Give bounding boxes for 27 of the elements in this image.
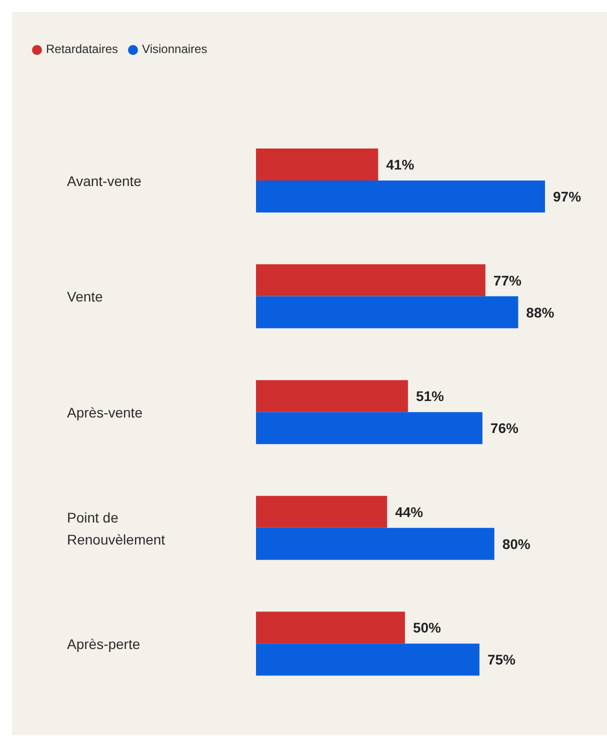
- bar: [256, 644, 480, 676]
- data-label: 41%: [386, 156, 415, 172]
- bar: [256, 496, 388, 528]
- bar: [256, 264, 486, 296]
- legend-label: Retardataires: [46, 42, 118, 56]
- data-label: 97%: [553, 188, 582, 204]
- y-tick-label: Après-perte: [67, 636, 140, 652]
- bar: [256, 412, 482, 444]
- bar: [256, 148, 378, 180]
- data-label: 76%: [490, 420, 520, 436]
- bar: [256, 612, 405, 644]
- data-label: 50%: [412, 620, 442, 636]
- y-tick-label: Vente: [67, 288, 104, 305]
- data-label: 44%: [395, 504, 424, 520]
- bar: [256, 528, 494, 560]
- data-label: 51%: [416, 388, 445, 404]
- data-label: 77%: [493, 272, 522, 288]
- bar: [256, 180, 545, 212]
- data-label: 75%: [487, 652, 516, 668]
- bar: [256, 296, 518, 328]
- data-label: 88%: [526, 304, 555, 320]
- y-tick-label: Après-vente: [67, 404, 143, 420]
- data-label: 80%: [502, 536, 531, 552]
- bar: [256, 380, 408, 412]
- y-tick-label: Point de Renouvèlement: [67, 509, 166, 548]
- legend-label: Visionnaires: [142, 42, 208, 56]
- y-tick-label: Avant-vente: [67, 172, 142, 189]
